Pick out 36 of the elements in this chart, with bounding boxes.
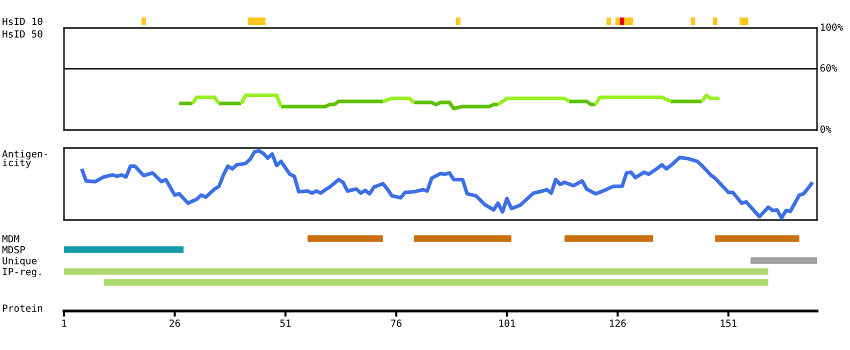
y-tick-label: MDSP xyxy=(2,246,25,254)
bar xyxy=(64,268,768,275)
bar xyxy=(739,18,748,25)
y-tick-label: Unique xyxy=(2,256,37,266)
bar xyxy=(248,18,266,25)
x-tick-label: 51 xyxy=(280,320,291,327)
bar xyxy=(414,235,512,242)
bar xyxy=(715,235,800,242)
bar xyxy=(624,18,634,25)
y-tick-label: 60% xyxy=(820,64,838,72)
x-tick-label: 76 xyxy=(391,320,402,327)
bar xyxy=(615,18,620,25)
y-tick-label: MDM xyxy=(2,235,20,242)
y-tick-label: HsID 50 xyxy=(2,30,42,38)
bar xyxy=(750,257,817,264)
y-tick-label: HsID 10 xyxy=(2,18,42,26)
bar xyxy=(620,18,624,25)
x-tick-label: 101 xyxy=(499,320,516,327)
y-tick-label: IP-reg. xyxy=(2,268,41,278)
x-tick-label: 151 xyxy=(720,320,737,327)
bar xyxy=(690,18,696,25)
x-tick-label: 26 xyxy=(170,320,180,327)
bar xyxy=(142,18,146,25)
bar xyxy=(606,18,612,25)
x-tick-label: 126 xyxy=(610,320,626,327)
bar xyxy=(308,235,383,242)
bar xyxy=(456,18,460,25)
y-tick-label: 0% xyxy=(820,125,832,133)
x-axis-title: Protein xyxy=(2,304,42,312)
x-tick-label: 1 xyxy=(62,320,66,327)
bar xyxy=(564,235,654,242)
y-tick-label: 100% xyxy=(820,23,844,31)
bar xyxy=(64,246,184,253)
bar xyxy=(104,279,768,286)
bar xyxy=(712,18,718,25)
y-axis-title: Antigen- icity xyxy=(2,150,48,168)
